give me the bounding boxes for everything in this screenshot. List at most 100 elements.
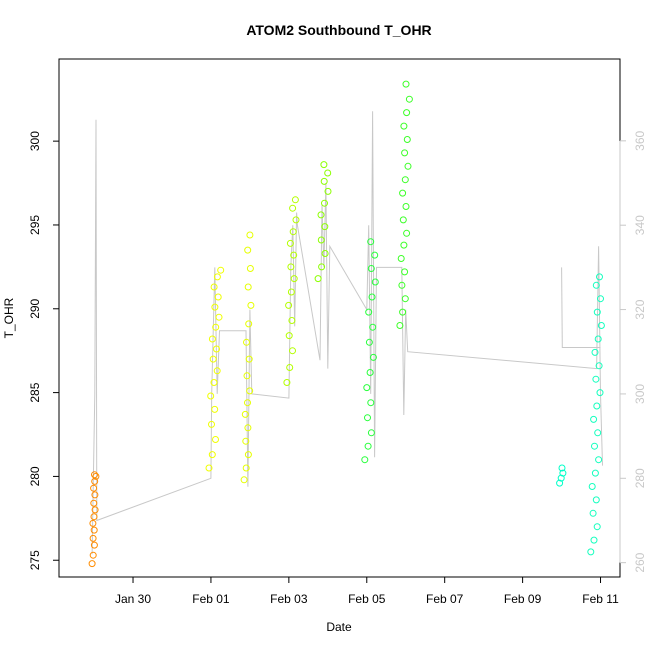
data-point-s0-7 <box>91 506 99 514</box>
data-point-s3-14 <box>291 196 299 204</box>
data-point-s3-12 <box>292 216 300 224</box>
data-point-s8-5 <box>588 483 596 490</box>
data-point-s6-6 <box>400 241 408 249</box>
data-point-s8-10 <box>590 415 598 423</box>
data-point-s1-5 <box>207 392 215 400</box>
x-tick-label-3: Feb 05 <box>348 592 386 606</box>
data-point-s5-8 <box>365 338 373 346</box>
y2-tick-label-0: 260 <box>633 552 647 572</box>
data-point-s8-16 <box>594 335 602 343</box>
data-point-s4-5 <box>317 211 325 219</box>
data-point-s8-9 <box>594 429 602 437</box>
chart-title: ATOM2 Southbound T_OHR <box>246 22 431 38</box>
data-point-s4-0 <box>314 275 322 283</box>
y2-tick-label-5: 360 <box>633 131 647 151</box>
data-point-s1-4 <box>211 405 219 413</box>
data-point-s2-13 <box>244 283 252 291</box>
data-point-s4-6 <box>321 199 328 207</box>
data-point-s1-8 <box>209 355 217 363</box>
data-point-s5-12 <box>371 278 379 286</box>
data-point-s0-9 <box>91 491 99 499</box>
data-point-s6-5 <box>397 255 405 262</box>
data-points <box>88 80 605 568</box>
data-point-s3-9 <box>290 251 298 259</box>
data-point-s8-19 <box>597 295 604 303</box>
data-point-s8-17 <box>597 322 605 329</box>
data-point-s6-7 <box>403 229 411 237</box>
y-tick-label-5: 300 <box>28 131 42 151</box>
data-point-s6-9 <box>402 203 410 210</box>
data-point-s7-0 <box>556 479 564 487</box>
data-point-s3-6 <box>287 288 295 296</box>
data-point-s6-15 <box>400 122 408 130</box>
data-point-s4-4 <box>321 223 329 231</box>
data-point-s3-1 <box>286 364 294 371</box>
data-point-s5-13 <box>367 265 375 272</box>
trace-line-1 <box>561 267 601 348</box>
data-point-s8-8 <box>591 442 598 450</box>
data-point-s6-18 <box>402 80 410 88</box>
data-point-s1-16 <box>213 273 221 281</box>
data-point-s8-2 <box>593 523 601 531</box>
data-point-s5-5 <box>363 384 371 392</box>
data-point-s2-16 <box>246 231 254 239</box>
trace-lines <box>91 111 603 555</box>
data-point-s6-17 <box>405 95 413 103</box>
data-point-s0-0 <box>88 560 96 568</box>
x-axis-label: Date <box>326 620 352 634</box>
x-tick-label-4: Feb 07 <box>426 592 464 606</box>
data-point-s5-2 <box>367 429 375 437</box>
data-point-s8-21 <box>596 273 603 281</box>
data-point-s2-5 <box>241 410 249 418</box>
data-point-s2-2 <box>244 451 252 459</box>
data-point-s4-8 <box>320 177 328 185</box>
data-point-s7-3 <box>558 464 566 472</box>
data-point-s3-10 <box>286 239 294 247</box>
data-point-s4-2 <box>321 250 329 257</box>
data-point-s6-3 <box>398 281 406 289</box>
data-point-s5-10 <box>365 308 373 316</box>
y-axis: 275 280 285 290 295 300 <box>28 131 60 570</box>
data-point-s0-2 <box>90 541 98 549</box>
data-point-s7-1 <box>557 474 565 482</box>
y2-tick-label-3: 320 <box>633 299 647 319</box>
data-point-s6-4 <box>401 268 409 276</box>
x-tick-label-2: Feb 03 <box>270 592 308 606</box>
y-axis-label: T_OHR <box>2 297 16 338</box>
y2-tick-label-2: 300 <box>633 384 647 404</box>
data-point-s2-1 <box>242 464 250 472</box>
data-point-s2-4 <box>244 424 252 432</box>
right-y-axis: 260 280 300 320 340 360 <box>619 131 647 573</box>
data-point-s8-6 <box>591 469 599 477</box>
data-point-s8-3 <box>589 509 597 517</box>
data-point-s1-2 <box>212 436 219 443</box>
data-point-s4-9 <box>324 169 332 177</box>
data-point-s8-15 <box>591 348 599 356</box>
x-axis: Jan 30 Feb 01 Feb 03 Feb 05 Feb 07 Feb 09 Feb … <box>115 576 619 606</box>
data-point-s2-9 <box>245 355 253 363</box>
data-point-s1-6 <box>210 379 218 386</box>
y-tick-label-3: 290 <box>28 298 42 318</box>
data-point-s3-11 <box>289 228 297 236</box>
data-point-s4-7 <box>324 187 332 195</box>
data-point-s6-0 <box>396 322 404 329</box>
data-point-s0-5 <box>89 519 97 527</box>
data-point-s3-5 <box>285 301 293 309</box>
data-point-s2-3 <box>242 437 250 445</box>
y-tick-label-4: 295 <box>28 215 42 235</box>
x-tick-label-5: Feb 09 <box>504 592 542 606</box>
data-point-s8-1 <box>590 536 598 544</box>
data-point-s6-1 <box>399 308 407 316</box>
data-point-s1-9 <box>213 345 220 353</box>
data-point-s4-1 <box>318 263 326 271</box>
data-point-s4-3 <box>317 236 325 244</box>
data-point-s5-3 <box>364 414 371 422</box>
data-point-s5-14 <box>371 251 379 259</box>
data-point-s6-13 <box>401 149 409 157</box>
data-point-s2-12 <box>247 301 255 309</box>
data-point-s1-14 <box>214 293 222 301</box>
data-point-s0-13 <box>91 471 98 479</box>
data-point-s5-11 <box>368 293 376 301</box>
